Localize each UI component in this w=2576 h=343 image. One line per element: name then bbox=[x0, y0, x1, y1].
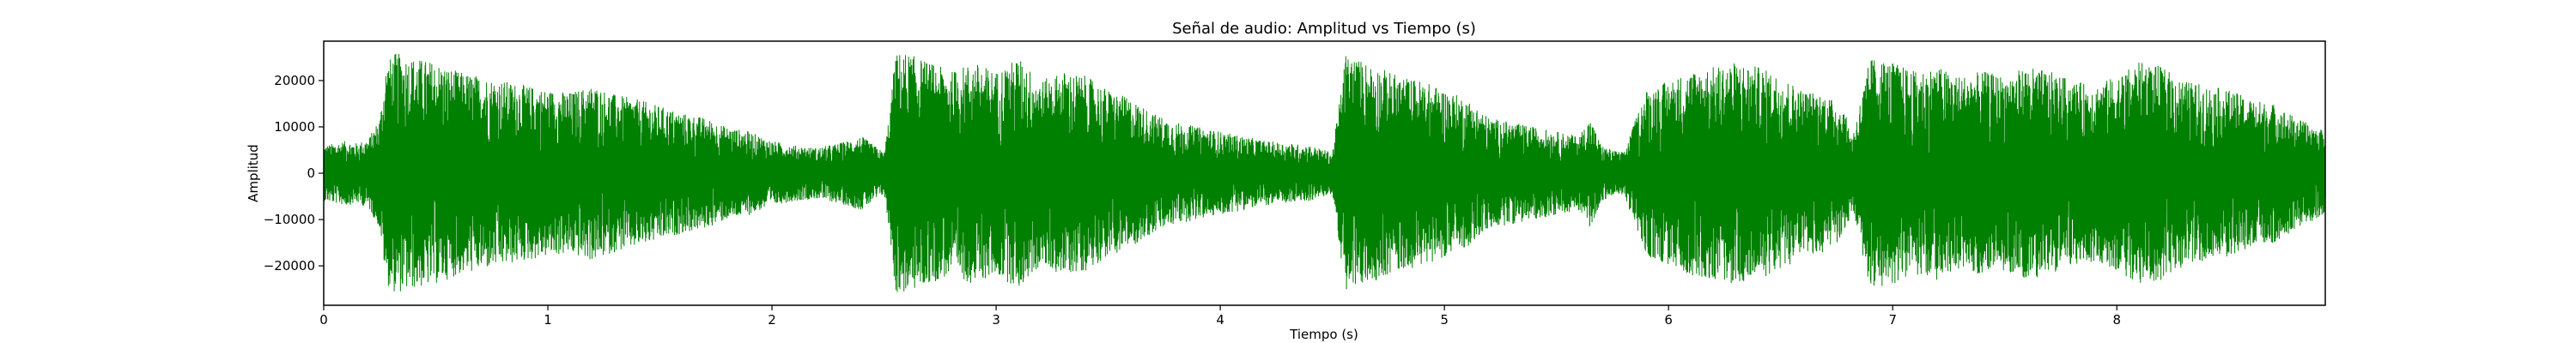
x-tick-label: 6 bbox=[1664, 312, 1673, 328]
y-tick-label: −10000 bbox=[264, 212, 315, 227]
y-tick-label: 10000 bbox=[274, 119, 315, 135]
y-tick-label: −20000 bbox=[264, 258, 315, 274]
ticks-layer: 0 1 2 3 4 5 6 7 8 −20000 −10000 0 10000 20000 bbox=[264, 73, 2121, 328]
x-tick-label: 1 bbox=[544, 312, 552, 328]
x-tick-label: 0 bbox=[319, 312, 328, 328]
x-tick-label: 4 bbox=[1216, 312, 1224, 328]
y-tick-label: 20000 bbox=[274, 73, 315, 88]
y-tick-label: 0 bbox=[307, 165, 315, 181]
y-axis-label: Amplitud bbox=[246, 144, 261, 202]
x-tick-label: 5 bbox=[1440, 312, 1449, 328]
x-axis-label: Tiempo (s) bbox=[1289, 327, 1358, 342]
audio-waveform-line bbox=[323, 53, 2326, 292]
x-tick-label: 8 bbox=[2112, 312, 2121, 328]
plot-frame bbox=[323, 40, 2326, 306]
chart-title: Señal de audio: Amplitud vs Tiempo (s) bbox=[1172, 20, 1476, 38]
x-tick-label: 7 bbox=[1888, 312, 1897, 328]
x-tick-label: 3 bbox=[992, 312, 1000, 328]
plot-layer bbox=[323, 53, 2326, 292]
x-tick-label: 2 bbox=[768, 312, 776, 328]
